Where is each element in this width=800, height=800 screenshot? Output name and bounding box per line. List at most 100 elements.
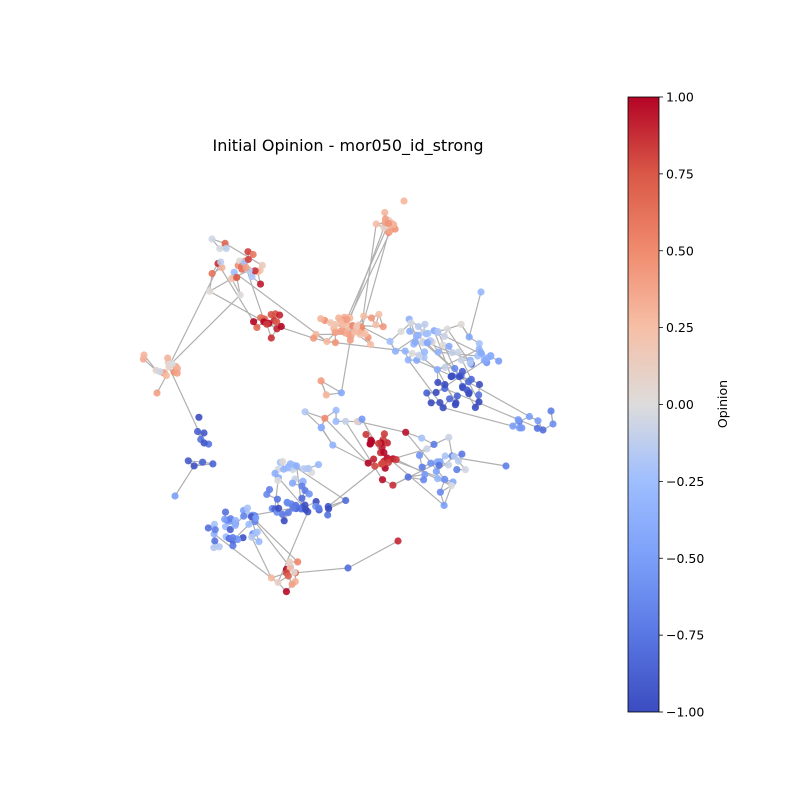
network-node bbox=[284, 572, 292, 580]
network-node bbox=[229, 542, 237, 550]
network-node bbox=[441, 475, 449, 483]
network-node bbox=[525, 412, 534, 421]
network-node bbox=[502, 462, 510, 470]
colorbar: 1.00 0.75 0.50 0.25 0.00 −0.25 −0.50 −0.75 −1.00… bbox=[627, 90, 730, 720]
network-node bbox=[430, 440, 438, 448]
network-node bbox=[533, 424, 542, 432]
network-node bbox=[245, 520, 253, 528]
network-node bbox=[421, 470, 429, 478]
network-node bbox=[282, 588, 290, 596]
network-node bbox=[475, 380, 484, 389]
network-node bbox=[195, 413, 203, 421]
network-edge bbox=[295, 567, 349, 574]
network-node bbox=[386, 337, 394, 345]
network-node bbox=[440, 332, 448, 340]
network-node bbox=[407, 319, 415, 327]
network-node bbox=[263, 320, 271, 328]
network-node bbox=[331, 329, 339, 337]
network-node bbox=[273, 318, 281, 326]
network-node bbox=[411, 338, 419, 346]
network-node bbox=[450, 452, 458, 460]
network-node bbox=[434, 328, 442, 336]
network-node bbox=[209, 460, 217, 468]
network-node bbox=[404, 473, 412, 481]
network-node bbox=[341, 417, 350, 425]
network-node bbox=[380, 448, 388, 457]
network-node bbox=[248, 533, 256, 541]
network-node bbox=[276, 311, 284, 319]
network-node bbox=[317, 377, 325, 385]
network-node bbox=[337, 389, 345, 397]
network-node bbox=[457, 356, 465, 364]
network-node bbox=[324, 511, 332, 519]
network-node bbox=[211, 526, 219, 534]
network-node bbox=[317, 315, 325, 323]
network-node bbox=[280, 465, 288, 473]
network-node bbox=[298, 494, 306, 502]
colorbar-ticks: 1.00 0.75 0.50 0.25 0.00 −0.25 −0.50 −0.75 −1.00 bbox=[659, 90, 704, 720]
network-node bbox=[322, 391, 330, 399]
network-node bbox=[275, 504, 283, 512]
network-node bbox=[250, 318, 258, 326]
network-node bbox=[465, 333, 473, 341]
network-node bbox=[427, 459, 435, 467]
network-node bbox=[253, 323, 261, 331]
network-node bbox=[298, 482, 306, 490]
colorbar-tick-label: −1.00 bbox=[666, 705, 704, 720]
network-node bbox=[371, 462, 379, 470]
network-node bbox=[372, 220, 380, 228]
network-node bbox=[215, 543, 223, 551]
network-node bbox=[402, 428, 410, 436]
network-node bbox=[421, 320, 429, 328]
network-node bbox=[343, 315, 351, 324]
network-node bbox=[433, 366, 441, 374]
network-edge bbox=[346, 223, 390, 320]
network-node bbox=[222, 244, 230, 252]
colorbar-tick-label: −0.75 bbox=[666, 628, 704, 643]
network-node bbox=[337, 327, 345, 335]
network-node bbox=[385, 219, 393, 228]
network-node bbox=[221, 508, 230, 516]
network-node bbox=[277, 322, 285, 331]
network-edge bbox=[444, 387, 544, 431]
network-node bbox=[432, 388, 440, 397]
network-node bbox=[534, 417, 542, 425]
network-node bbox=[342, 496, 350, 505]
network-node bbox=[283, 498, 291, 506]
network-node bbox=[408, 349, 416, 357]
network-node bbox=[194, 427, 202, 436]
network-node bbox=[303, 465, 311, 473]
network-node bbox=[267, 574, 275, 582]
network-node bbox=[210, 544, 218, 552]
network-nodes bbox=[139, 197, 557, 596]
network-edge bbox=[358, 421, 406, 433]
network-node bbox=[249, 250, 257, 259]
network-node bbox=[173, 369, 181, 377]
network-node bbox=[305, 490, 313, 498]
network-node bbox=[458, 450, 466, 458]
network-node bbox=[418, 463, 426, 471]
network-node bbox=[435, 461, 443, 469]
network-node bbox=[436, 488, 444, 496]
network-node bbox=[454, 348, 462, 356]
network-node bbox=[267, 311, 275, 319]
network-node bbox=[326, 319, 335, 327]
network-node bbox=[229, 534, 237, 542]
network-node bbox=[162, 372, 170, 380]
network-node bbox=[289, 504, 297, 512]
network-node bbox=[236, 291, 244, 299]
network-edge bbox=[224, 242, 263, 266]
network-edge bbox=[217, 263, 255, 323]
network-edge bbox=[168, 261, 222, 366]
network-node bbox=[372, 321, 380, 329]
network-node bbox=[404, 356, 412, 364]
network-node bbox=[423, 445, 431, 453]
network-edge bbox=[332, 444, 369, 464]
network-node bbox=[153, 389, 161, 397]
network-node bbox=[466, 359, 474, 367]
network-edge bbox=[468, 291, 482, 338]
network-node bbox=[518, 424, 526, 432]
network-node bbox=[255, 538, 263, 546]
network-node bbox=[199, 458, 207, 466]
network-node bbox=[401, 347, 409, 355]
